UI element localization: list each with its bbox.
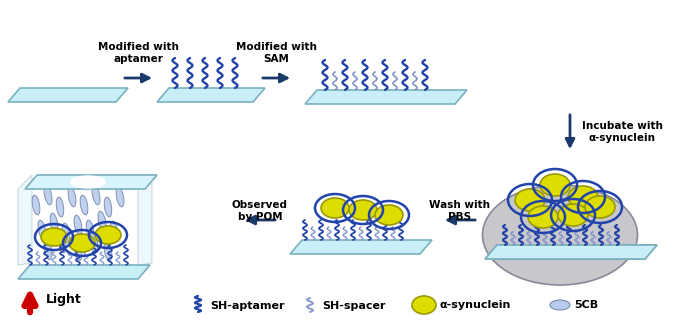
Ellipse shape xyxy=(550,300,570,310)
Ellipse shape xyxy=(32,195,40,215)
Polygon shape xyxy=(157,88,265,102)
Ellipse shape xyxy=(44,240,52,260)
Ellipse shape xyxy=(104,197,112,217)
Ellipse shape xyxy=(558,204,588,226)
Polygon shape xyxy=(485,245,657,259)
Ellipse shape xyxy=(80,195,88,215)
Text: Wash with
PBS: Wash with PBS xyxy=(429,200,490,222)
Ellipse shape xyxy=(56,197,64,217)
Polygon shape xyxy=(305,90,467,104)
Polygon shape xyxy=(18,175,32,265)
Ellipse shape xyxy=(74,241,82,261)
Ellipse shape xyxy=(568,186,598,208)
Text: α-synuclein: α-synuclein xyxy=(440,300,512,310)
Ellipse shape xyxy=(41,228,67,246)
Ellipse shape xyxy=(375,205,403,225)
Ellipse shape xyxy=(68,187,76,207)
Text: 5CB: 5CB xyxy=(574,300,598,310)
Ellipse shape xyxy=(412,296,436,314)
Ellipse shape xyxy=(69,234,95,252)
Text: Modified with
SAM: Modified with SAM xyxy=(236,42,316,64)
Text: Light: Light xyxy=(46,293,82,306)
Ellipse shape xyxy=(482,185,638,285)
Ellipse shape xyxy=(585,196,615,218)
Polygon shape xyxy=(8,88,128,102)
Text: Incubate with
α-synuclein: Incubate with α-synuclein xyxy=(582,121,663,143)
Polygon shape xyxy=(25,175,157,189)
Text: SH-spacer: SH-spacer xyxy=(322,301,386,311)
Ellipse shape xyxy=(90,233,98,253)
Ellipse shape xyxy=(321,198,349,218)
Ellipse shape xyxy=(58,233,66,253)
Ellipse shape xyxy=(104,241,112,261)
Ellipse shape xyxy=(110,221,118,241)
Ellipse shape xyxy=(44,185,52,205)
Ellipse shape xyxy=(71,176,105,188)
Ellipse shape xyxy=(540,174,570,196)
Ellipse shape xyxy=(515,189,545,211)
Polygon shape xyxy=(18,265,150,279)
Text: Modified with
aptamer: Modified with aptamer xyxy=(97,42,178,64)
Text: Observed
by POM: Observed by POM xyxy=(232,200,288,222)
Ellipse shape xyxy=(95,226,121,244)
Polygon shape xyxy=(290,240,432,254)
Text: SH-aptamer: SH-aptamer xyxy=(210,301,284,311)
Ellipse shape xyxy=(86,220,94,240)
Polygon shape xyxy=(138,175,152,265)
Ellipse shape xyxy=(38,220,46,240)
Ellipse shape xyxy=(349,200,377,220)
Ellipse shape xyxy=(62,223,70,243)
Ellipse shape xyxy=(92,185,100,205)
Ellipse shape xyxy=(528,206,558,228)
Ellipse shape xyxy=(116,187,124,207)
Ellipse shape xyxy=(50,213,58,233)
Ellipse shape xyxy=(98,211,106,231)
Ellipse shape xyxy=(74,215,82,235)
Polygon shape xyxy=(485,245,657,259)
